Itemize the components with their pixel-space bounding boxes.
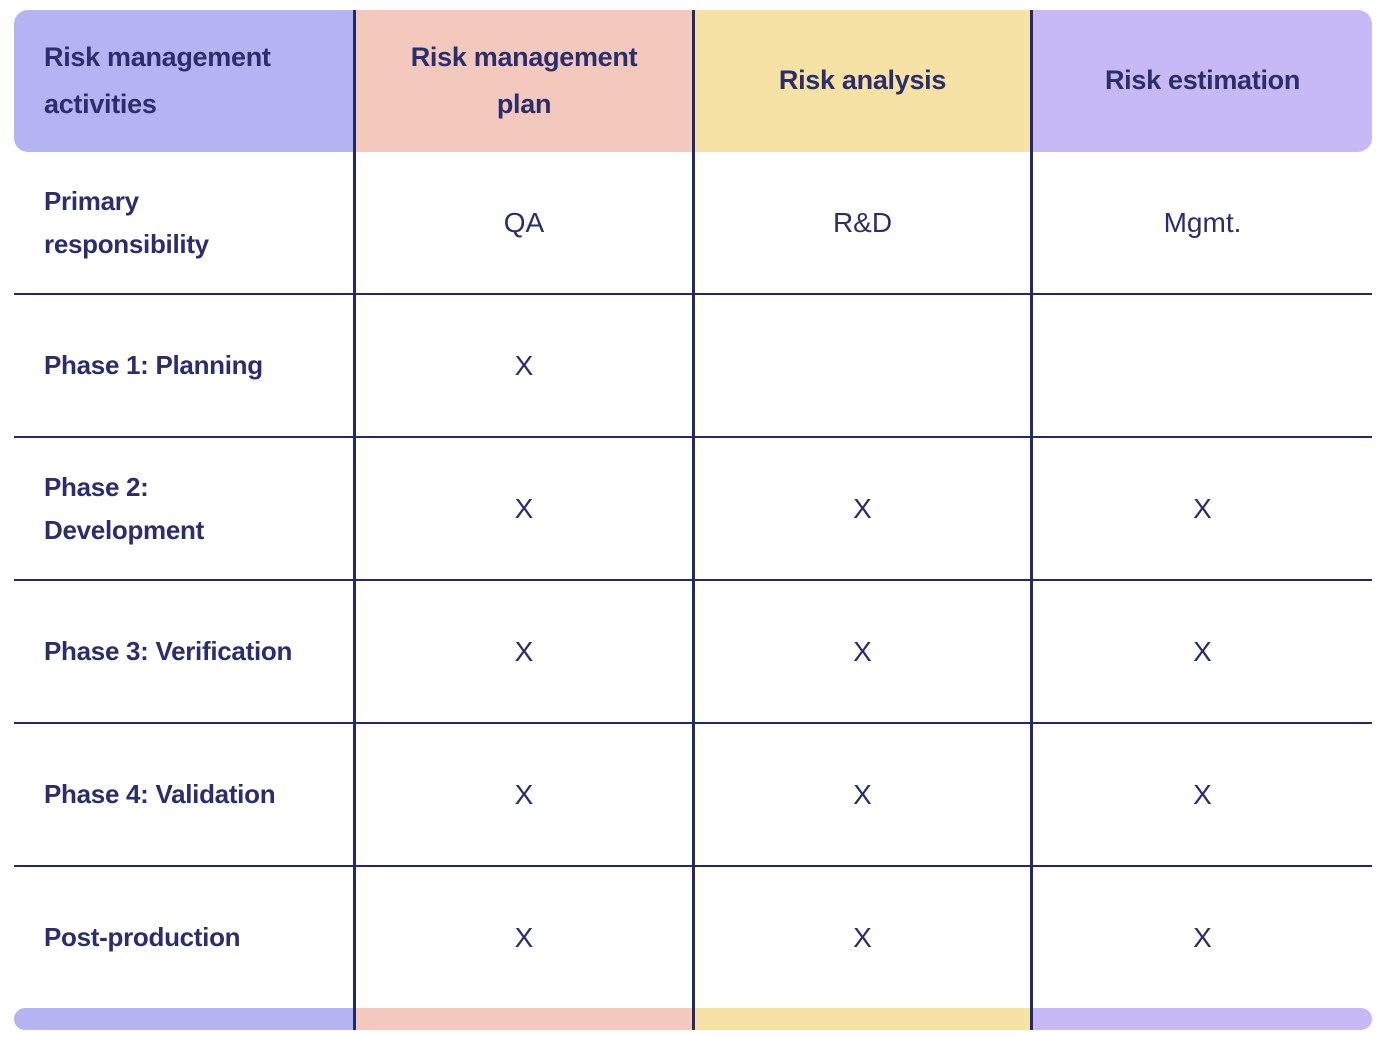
footer-accent-bar — [14, 1008, 1372, 1030]
row-label: Primary responsibility — [44, 185, 209, 259]
matrix-cell: X — [692, 724, 1030, 865]
footer-accent-segment-purple — [1030, 1008, 1372, 1030]
matrix-cell — [1030, 295, 1372, 436]
table-row-phase-4-validation: Phase 4: Validation X X X — [14, 724, 1372, 867]
column-header-risk-estimation: Risk estimation — [1030, 10, 1372, 152]
footer-accent-segment-periwinkle — [14, 1008, 353, 1030]
matrix-cell: X — [353, 867, 692, 1008]
matrix-cell: R&D — [692, 152, 1030, 293]
column-header-risk-management-plan: Risk management plan — [353, 10, 692, 152]
risk-management-matrix-table: Risk management activities Risk manageme… — [14, 10, 1372, 1030]
table-row-phase-2-development: Phase 2: Development X X X — [14, 438, 1372, 581]
matrix-cell: X — [353, 724, 692, 865]
matrix-cell: X — [1030, 867, 1372, 1008]
table-row-post-production: Post-production X X X — [14, 867, 1372, 1008]
matrix-cell: QA — [353, 152, 692, 293]
header-row: Risk management activities Risk manageme… — [14, 10, 1372, 152]
table-row-phase-3-verification: Phase 3: Verification X X X — [14, 581, 1372, 724]
matrix-cell: Mgmt. — [1030, 152, 1372, 293]
row-label: Post-production — [44, 922, 241, 953]
row-label: Phase 3: Verification — [44, 636, 293, 667]
row-label: Phase 2: Development — [44, 471, 204, 545]
matrix-cell: X — [1030, 581, 1372, 722]
matrix-cell: X — [353, 295, 692, 436]
column-header-risk-analysis: Risk analysis — [692, 10, 1030, 152]
column-header-risk-management-activities: Risk management activities — [14, 10, 353, 152]
matrix-cell: X — [1030, 724, 1372, 865]
row-label: Phase 1: Planning — [44, 350, 263, 381]
footer-accent-segment-salmon — [353, 1008, 692, 1030]
matrix-cell — [692, 295, 1030, 436]
matrix-cell: X — [353, 581, 692, 722]
matrix-cell: X — [353, 438, 692, 579]
footer-accent-segment-yellow — [692, 1008, 1030, 1030]
matrix-cell: X — [692, 581, 1030, 722]
table-row-primary-responsibility: Primary responsibility QA R&D Mgmt. — [14, 152, 1372, 295]
row-label: Phase 4: Validation — [44, 779, 276, 810]
matrix-cell: X — [692, 867, 1030, 1008]
matrix-cell: X — [692, 438, 1030, 579]
matrix-cell: X — [1030, 438, 1372, 579]
table-row-phase-1-planning: Phase 1: Planning X — [14, 295, 1372, 438]
